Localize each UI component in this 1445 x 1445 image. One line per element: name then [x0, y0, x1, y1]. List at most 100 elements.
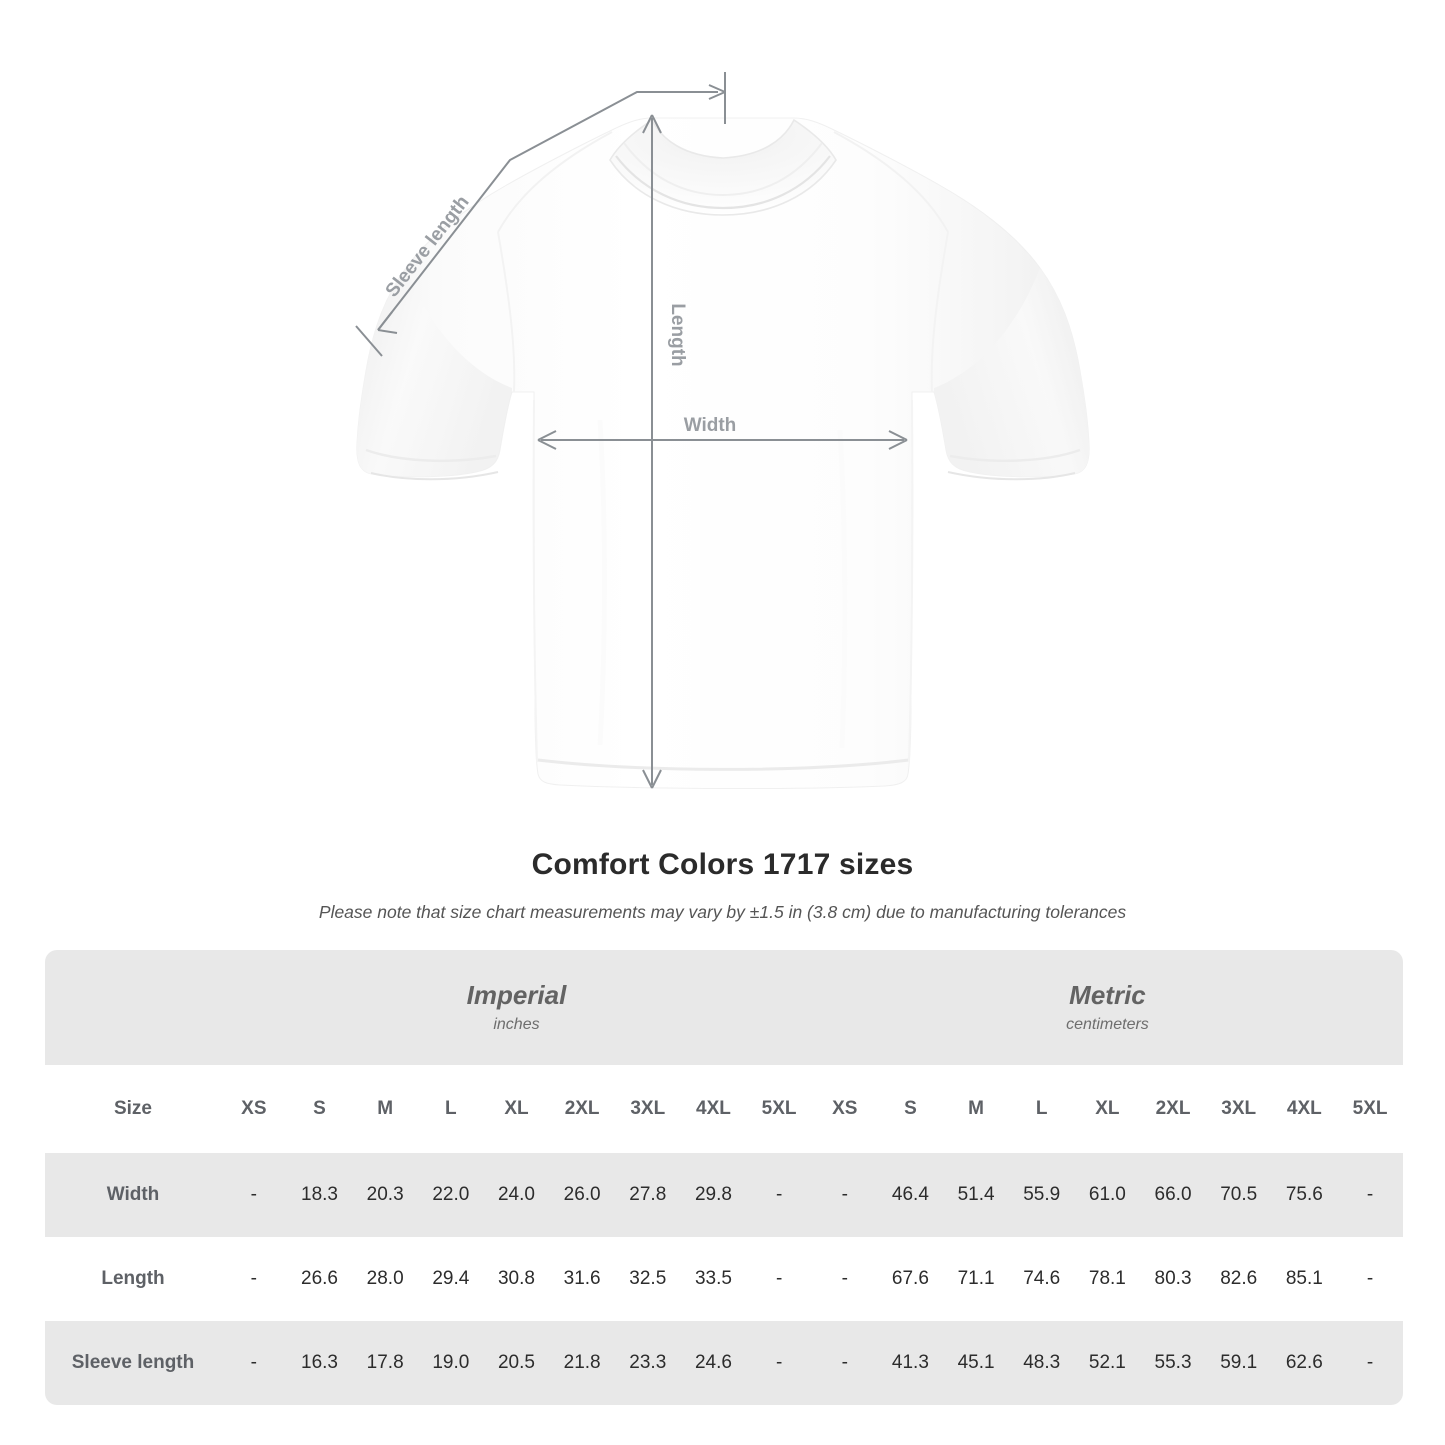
size-header-cell: XL — [1074, 1065, 1141, 1153]
measurement-cell: 29.8 — [680, 1153, 747, 1237]
measurement-cell: - — [1337, 1321, 1403, 1405]
size-header-cell: 2XL — [1140, 1065, 1206, 1153]
measurement-cell: 31.6 — [549, 1237, 615, 1321]
measurement-cell: 52.1 — [1074, 1321, 1141, 1405]
size-header-cell: L — [417, 1065, 484, 1153]
measurement-cell: - — [221, 1321, 287, 1405]
measurement-cell: 30.8 — [483, 1237, 550, 1321]
shirt-shape — [356, 117, 1090, 790]
width-label: Width — [684, 415, 737, 436]
unit-name-metric: Metric — [1069, 979, 1146, 1010]
tshirt-diagram: Sleeve length Length Width — [355, 72, 1090, 790]
measurement-cell: 24.6 — [680, 1321, 747, 1405]
size-header-cell: S — [877, 1065, 944, 1153]
chart-heading: Comfort Colors 1717 sizes Please note th… — [0, 845, 1445, 923]
size-table-body: Width -18.3 20.3 22.0 24.0 26.0 27.8 29.8- -46.4… — [45, 1153, 1403, 1405]
measurement-cell: 62.6 — [1271, 1321, 1338, 1405]
table-row: Width -18.3 20.3 22.0 24.0 26.0 27.8 29.8- -46.4… — [45, 1153, 1403, 1237]
measurement-cell: 29.4 — [417, 1237, 484, 1321]
length-dimension — [642, 114, 662, 789]
size-header-cell: XS — [221, 1065, 287, 1153]
measurement-cell: 16.3 — [286, 1321, 353, 1405]
size-header-cell: 3XL — [614, 1065, 681, 1153]
unit-banner-spacer — [45, 950, 222, 1065]
measurement-cell: 85.1 — [1271, 1237, 1338, 1321]
measurement-cell: 28.0 — [352, 1237, 418, 1321]
unit-sub-imperial: inches — [493, 1015, 540, 1033]
measurement-cell: 23.3 — [614, 1321, 681, 1405]
measurement-cell: 27.8 — [614, 1153, 681, 1237]
size-header-cell: XS — [811, 1065, 878, 1153]
size-chart-table: Imperial inches Metric centimeters Size … — [45, 950, 1403, 1405]
measurement-cell: 41.3 — [877, 1321, 944, 1405]
measurement-cell: 82.6 — [1205, 1237, 1272, 1321]
size-header-cell: L — [1008, 1065, 1075, 1153]
measurement-cell: 46.4 — [877, 1153, 944, 1237]
size-header-cell: 5XL — [746, 1065, 812, 1153]
size-header-row: Size XS S M L XL 2XL 3XL 4XL 5XL XS S M L XL 2XL 3XL 4XL… — [45, 1065, 1403, 1153]
row-label-length: Length — [45, 1237, 222, 1321]
measurement-cell: 24.0 — [483, 1153, 550, 1237]
measurement-cell: 48.3 — [1008, 1321, 1075, 1405]
page-title: Comfort Colors 1717 sizes — [531, 848, 914, 881]
measurement-cell: 26.6 — [286, 1237, 353, 1321]
measurement-cell: - — [1337, 1153, 1403, 1237]
unit-banner-metric: Metric centimeters — [811, 950, 1403, 1065]
measurement-cell: 51.4 — [943, 1153, 1009, 1237]
measurement-cell: 70.5 — [1205, 1153, 1272, 1237]
size-header-cell: 4XL — [680, 1065, 747, 1153]
size-header-cell: 3XL — [1205, 1065, 1272, 1153]
table-row: Sleeve length -16.3 17.8 19.0 20.5 21.8 23.3 24… — [45, 1321, 1403, 1405]
measurement-cell: 22.0 — [417, 1153, 484, 1237]
measurement-cell: 19.0 — [417, 1321, 484, 1405]
measurement-cell: 32.5 — [614, 1237, 681, 1321]
size-header-cell: 5XL — [1337, 1065, 1403, 1153]
measurement-cell: - — [221, 1153, 287, 1237]
measurement-cell: 21.8 — [549, 1321, 615, 1405]
measurement-cell: 67.6 — [877, 1237, 944, 1321]
measurement-cell: 20.5 — [483, 1321, 550, 1405]
measurement-annotations — [355, 72, 908, 789]
measurement-cell: 55.9 — [1008, 1153, 1075, 1237]
unit-banner-imperial: Imperial inches — [221, 950, 812, 1065]
measurement-cell: - — [811, 1153, 878, 1237]
measurement-cell: 59.1 — [1205, 1321, 1272, 1405]
measurement-cell: - — [811, 1237, 878, 1321]
unit-system-banner-row: Imperial inches Metric centimeters — [45, 950, 1403, 1065]
size-header-label: Size — [45, 1065, 222, 1153]
measurement-cell: 33.5 — [680, 1237, 747, 1321]
measurement-cell: 61.0 — [1074, 1153, 1141, 1237]
width-dimension — [537, 430, 908, 450]
measurement-cell: 17.8 — [352, 1321, 418, 1405]
tshirt-illustration: Sleeve length Length Width — [355, 72, 1090, 790]
size-header-cell: S — [286, 1065, 353, 1153]
unit-sub-metric: centimeters — [1066, 1015, 1149, 1033]
unit-name-imperial: Imperial — [466, 979, 567, 1010]
measurement-cell: - — [746, 1153, 812, 1237]
table-row: Length -26.6 28.0 29.4 30.8 31.6 32.5 33.5- -67.… — [45, 1237, 1403, 1321]
measurement-cell: 66.0 — [1140, 1153, 1206, 1237]
row-label-width: Width — [45, 1153, 222, 1237]
measurement-cell: - — [746, 1321, 812, 1405]
measurement-cell: 78.1 — [1074, 1237, 1141, 1321]
sleeve-length-dimension — [355, 72, 726, 357]
size-header-cell: 2XL — [549, 1065, 615, 1153]
measurement-cell: 18.3 — [286, 1153, 353, 1237]
size-header-cell: M — [943, 1065, 1009, 1153]
length-label: Length — [667, 303, 688, 366]
measurement-cell: 74.6 — [1008, 1237, 1075, 1321]
measurement-cell: 45.1 — [943, 1321, 1009, 1405]
measurement-cell: 80.3 — [1140, 1237, 1206, 1321]
measurement-cell: - — [746, 1237, 812, 1321]
measurement-cell: 75.6 — [1271, 1153, 1338, 1237]
measurement-cell: - — [811, 1321, 878, 1405]
size-header-cell: 4XL — [1271, 1065, 1338, 1153]
tolerance-note: Please note that size chart measurements… — [318, 902, 1127, 922]
measurement-cell: 55.3 — [1140, 1321, 1206, 1405]
row-label-sleeve-length: Sleeve length — [45, 1321, 222, 1405]
measurement-cell: 20.3 — [352, 1153, 418, 1237]
measurement-cell: 26.0 — [549, 1153, 615, 1237]
size-header-cell: XL — [483, 1065, 550, 1153]
measurement-cell: - — [221, 1237, 287, 1321]
size-header-cell: M — [352, 1065, 418, 1153]
